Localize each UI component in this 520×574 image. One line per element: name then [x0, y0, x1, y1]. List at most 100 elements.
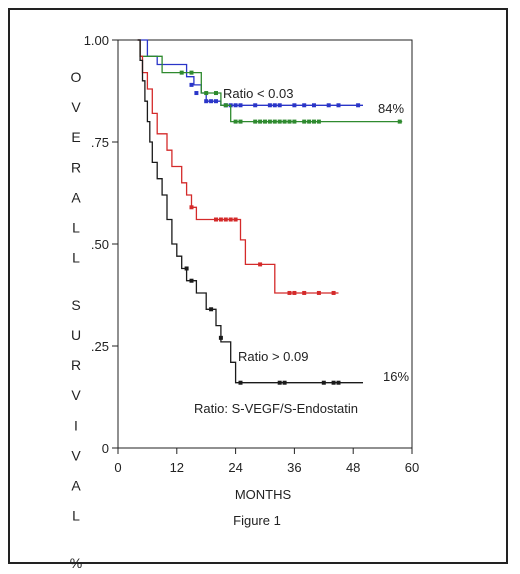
censor-mark	[292, 119, 297, 124]
y-axis-title-letter: L	[72, 220, 80, 236]
x-tick-label: 0	[114, 460, 121, 475]
annotation-ratio-low: Ratio < 0.03	[223, 86, 293, 101]
y-tick-label: .75	[91, 135, 109, 150]
y-axis-title-letter: V	[71, 387, 81, 403]
annotation-ratio-definition: Ratio: S-VEGF/S-Endostatin	[194, 401, 358, 416]
censor-mark	[282, 119, 287, 124]
censor-mark	[302, 119, 307, 124]
censor-mark	[302, 290, 307, 295]
x-tick-label: 12	[170, 460, 184, 475]
censor-mark	[287, 290, 292, 295]
censor-mark	[292, 290, 297, 295]
censor-mark	[272, 103, 277, 108]
censor-mark	[218, 335, 223, 340]
y-tick-label: 0	[102, 441, 109, 456]
series-line-1	[137, 39, 403, 123]
censor-mark	[258, 119, 263, 124]
y-axis-title-letter: R	[71, 159, 81, 175]
y-tick-label: 1.00	[84, 33, 109, 48]
censor-mark	[194, 91, 199, 96]
censor-mark	[316, 119, 321, 124]
censor-mark	[238, 103, 243, 108]
censor-mark	[331, 380, 336, 385]
annotation-ratio-high: Ratio > 0.09	[238, 349, 308, 364]
censor-mark	[209, 307, 214, 312]
annotation-percent-84: 84%	[378, 101, 404, 116]
y-axis-title-letter: V	[71, 447, 81, 463]
series-line-3	[137, 39, 363, 384]
y-axis-title-letter: A	[71, 478, 81, 494]
y-axis-title-letter: %	[70, 555, 82, 571]
y-axis-title-letter: R	[71, 357, 81, 373]
censor-mark	[282, 380, 287, 385]
censor-mark	[312, 103, 316, 108]
figure-frame	[8, 8, 508, 564]
x-tick-label: 60	[405, 460, 419, 475]
censor-mark	[218, 217, 223, 222]
censor-mark	[238, 119, 243, 124]
censor-mark	[316, 290, 321, 295]
x-tick-label: 24	[228, 460, 242, 475]
censor-mark	[189, 70, 194, 75]
censor-mark	[214, 91, 218, 96]
censor-mark	[331, 290, 336, 295]
x-axis-ticks: 0 12 24 36 48 60	[114, 448, 419, 475]
censor-mark	[292, 103, 297, 108]
censor-mark	[209, 99, 214, 104]
censor-mark	[277, 380, 282, 385]
censor-mark	[397, 119, 402, 124]
x-axis-title: MONTHS	[235, 487, 292, 502]
censor-mark	[336, 103, 341, 108]
censor-mark	[326, 103, 331, 108]
censor-mark	[272, 119, 277, 124]
y-axis-title-letter: L	[72, 508, 80, 524]
censor-mark	[258, 262, 263, 267]
censor-mark	[189, 278, 194, 283]
censor-mark	[184, 266, 189, 271]
censor-mark	[307, 119, 312, 124]
y-axis-title-letter: O	[71, 69, 82, 85]
censor-mark	[223, 103, 228, 108]
x-tick-label: 36	[287, 460, 301, 475]
censor-mark	[214, 217, 218, 222]
censor-mark	[356, 103, 361, 108]
y-axis-title-letter: S	[71, 297, 80, 313]
censor-mark	[302, 103, 307, 108]
censor-mark	[287, 119, 292, 124]
annotation-percent-16: 16%	[383, 369, 409, 384]
censor-mark	[233, 103, 238, 108]
censor-mark	[228, 217, 233, 222]
censor-mark	[277, 119, 282, 124]
censor-mark	[233, 119, 238, 124]
figure-caption: Figure 1	[233, 513, 281, 528]
censor-mark	[312, 119, 316, 124]
censor-mark	[233, 217, 238, 222]
censor-mark	[321, 380, 326, 385]
censor-mark	[263, 119, 267, 124]
censor-mark	[189, 82, 194, 87]
y-axis-title-letter: I	[74, 417, 78, 433]
censor-mark	[277, 103, 282, 108]
y-axis-title-letter: V	[71, 99, 81, 115]
y-axis-title-letter: U	[71, 327, 81, 343]
y-axis-title-letter: A	[71, 189, 81, 205]
x-tick-label: 48	[346, 460, 360, 475]
censor-mark	[253, 103, 258, 108]
y-axis-title-letter: E	[71, 129, 80, 145]
censor-mark	[223, 217, 228, 222]
series-line-2	[137, 39, 339, 294]
censor-mark	[204, 99, 209, 104]
plot-area-border	[117, 39, 413, 449]
y-axis-title-letter: L	[72, 250, 80, 266]
censor-mark	[238, 380, 243, 385]
censor-mark	[336, 380, 341, 385]
censor-mark	[267, 119, 272, 124]
censor-mark	[267, 103, 272, 108]
censor-mark	[189, 205, 194, 210]
censor-mark	[253, 119, 258, 124]
y-tick-label: .50	[91, 237, 109, 252]
censor-mark	[204, 91, 209, 96]
censor-mark	[179, 70, 184, 75]
